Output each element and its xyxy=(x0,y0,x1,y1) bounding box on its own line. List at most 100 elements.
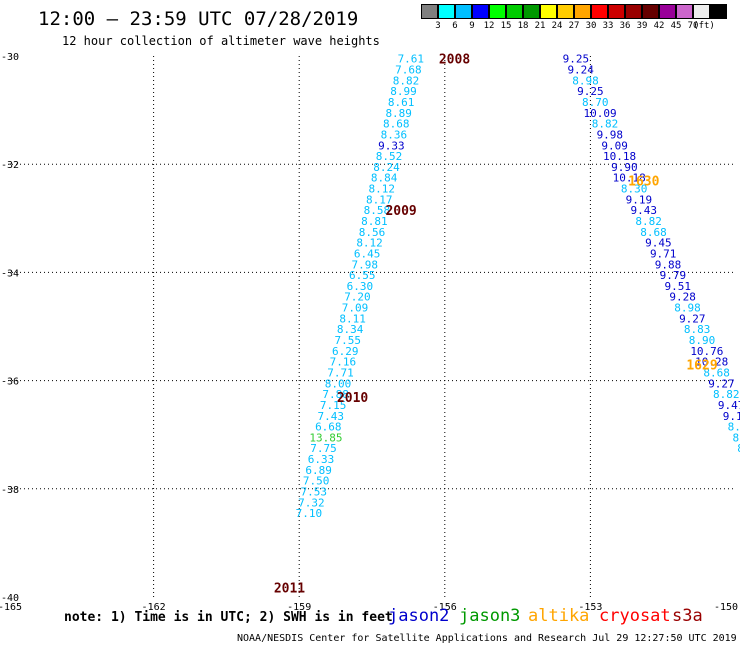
legend-swatch xyxy=(523,4,540,19)
legend-label: 21 xyxy=(534,21,546,31)
legend-label: 15 xyxy=(500,21,512,31)
data-point-label: 8.17 xyxy=(366,193,393,206)
legend-swatch xyxy=(676,4,693,19)
legend-label: 18 xyxy=(517,21,529,31)
legend-label: 39 xyxy=(636,21,648,31)
data-point-label: 10.76 xyxy=(690,345,723,358)
legend-label: 27 xyxy=(568,21,580,31)
data-point-label: 8.81 xyxy=(361,215,388,228)
legend-label: 33 xyxy=(602,21,614,31)
data-point-label: 8.82 xyxy=(393,74,420,87)
data-point-label: 9.47 xyxy=(718,399,740,412)
legend-label: 6 xyxy=(452,21,458,31)
data-point-label: 8.30 xyxy=(621,183,648,196)
data-point-label: 7.71 xyxy=(327,366,354,379)
data-point-label: 9.27 xyxy=(679,312,706,325)
data-point-label: 6.89 xyxy=(305,464,332,477)
data-point-label: 7.09 xyxy=(342,302,369,315)
legend-swatch xyxy=(506,4,523,19)
data-point-label: 7.15 xyxy=(320,399,347,412)
x-tick-label: -153 xyxy=(578,602,602,613)
data-point-label: 7.55 xyxy=(334,334,361,347)
satellite-label: s3a xyxy=(672,606,703,626)
legend-swatch xyxy=(591,4,608,19)
legend-unit: (ft) xyxy=(693,21,715,31)
data-point-label: 9.90 xyxy=(611,161,638,174)
x-tick-label: -159 xyxy=(287,602,311,613)
data-point-label: 8.90 xyxy=(689,334,716,347)
data-point-label: 8.98 xyxy=(572,74,599,87)
data-point-label: 9.25 xyxy=(563,53,590,66)
data-point-label: 8.24 xyxy=(373,161,400,174)
data-point-label: 8.83 xyxy=(684,323,711,336)
footer-note: note: 1) Time is in UTC; 2) SWH is in fe… xyxy=(64,610,393,625)
data-point-label: 9.71 xyxy=(650,247,677,260)
data-point-label: 7.50 xyxy=(303,475,330,488)
data-point-label: 8.98 xyxy=(674,302,701,315)
data-point-label: 7.68 xyxy=(395,64,422,77)
data-point-label: 9.19 xyxy=(626,193,653,206)
data-point-label: 8.12 xyxy=(356,237,383,250)
data-point-label: 9.79 xyxy=(660,269,687,282)
data-point-label: 8.11 xyxy=(339,312,366,325)
data-point-label: 8.68 xyxy=(640,226,667,239)
y-tick-label: -36 xyxy=(1,377,19,388)
data-point-label: 7.43 xyxy=(317,410,344,423)
data-point-label: 10.09 xyxy=(584,107,617,120)
legend-swatch xyxy=(710,4,727,19)
data-point-label: 8.12 xyxy=(368,183,395,196)
data-point-label: 7.98 xyxy=(351,258,378,271)
data-point-label: 9.98 xyxy=(597,128,624,141)
data-point-label: 6.68 xyxy=(315,421,342,434)
legend-label: 45 xyxy=(670,21,682,31)
data-point-label: 8.52 xyxy=(376,150,403,163)
data-point-label: 8.82 xyxy=(635,215,662,228)
legend-swatch xyxy=(489,4,506,19)
satellite-label: jason3 xyxy=(459,606,521,626)
data-point-label: 9.88 xyxy=(655,258,682,271)
satellite-label: altika xyxy=(528,606,590,626)
data-point-label: 8.68 xyxy=(703,366,730,379)
data-point-label: 8.68 xyxy=(383,118,410,131)
chart-title: 12:00 – 23:59 UTC 07/28/2019 xyxy=(38,8,359,30)
legend-label: 70 xyxy=(687,21,699,31)
data-point-label: 8.56 xyxy=(359,226,386,239)
legend-swatch xyxy=(659,4,676,19)
legend-label: 36 xyxy=(619,21,631,31)
data-point-label: 9.28 xyxy=(669,291,696,304)
time-label: 1629 xyxy=(686,358,717,373)
y-tick-label: -32 xyxy=(1,160,19,171)
data-point-label: 9.27 xyxy=(708,377,735,390)
legend-swatch xyxy=(540,4,557,19)
data-point-label: 6.45 xyxy=(354,247,381,260)
satellite-label: jason2 xyxy=(388,606,450,626)
data-point-label: 9.24 xyxy=(567,64,594,77)
data-point-label: 7.88 xyxy=(322,388,349,401)
data-point-label: 8.77 xyxy=(728,421,740,434)
legend-swatch xyxy=(438,4,455,19)
data-point-label: 8.61 xyxy=(388,96,415,109)
data-point-label: 9.43 xyxy=(631,204,658,217)
data-point-label: 7.32 xyxy=(298,496,325,509)
data-point-label: 9.09 xyxy=(601,139,628,152)
data-point-label: 10.18 xyxy=(613,172,646,185)
chart-subtitle: 12 hour collection of altimeter wave hei… xyxy=(62,34,380,48)
x-tick-label: -165 xyxy=(0,602,22,613)
data-point-label: 9.45 xyxy=(645,237,672,250)
legend-label: 9 xyxy=(469,21,475,31)
footer-credit: NOAA/NESDIS Center for Satellite Applica… xyxy=(237,633,737,644)
x-tick-label: -162 xyxy=(142,602,166,613)
data-point-label: 9.11 xyxy=(723,410,740,423)
data-point-label: 8.32 xyxy=(732,431,740,444)
data-point-label: 8.34 xyxy=(337,323,364,336)
y-tick-label: -30 xyxy=(1,52,19,63)
time-label: 2008 xyxy=(439,53,470,68)
data-point-label: 6.29 xyxy=(332,345,359,358)
data-point-label: 8.36 xyxy=(381,128,408,141)
data-point-label: 7.10 xyxy=(296,507,323,520)
x-tick-label: -150 xyxy=(714,602,738,613)
data-point-label: 6.33 xyxy=(308,453,335,466)
data-point-label: 7.75 xyxy=(310,442,337,455)
data-point-label: 8.84 xyxy=(371,172,398,185)
